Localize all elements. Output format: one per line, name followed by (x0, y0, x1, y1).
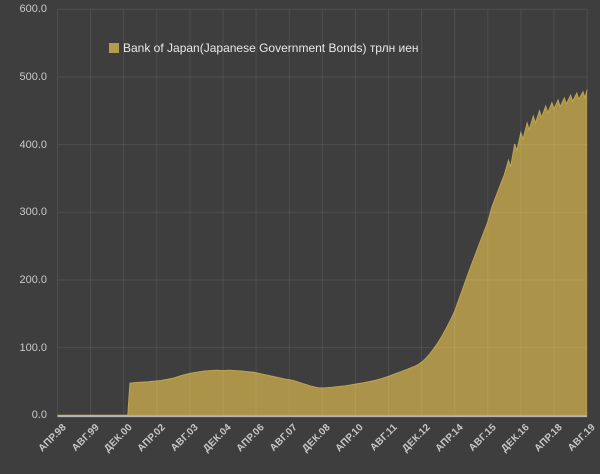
y-tick-label: 300.0 (19, 206, 47, 219)
y-tick-label: 0.0 (31, 409, 47, 422)
y-tick-label: 600.0 (19, 3, 47, 16)
legend-swatch-icon (109, 43, 119, 53)
boj-jgb-area-series (57, 89, 588, 416)
legend: Bank of Japan(Japanese Government Bonds)… (109, 41, 419, 55)
legend-label: Bank of Japan(Japanese Government Bonds)… (123, 41, 419, 55)
y-tick-label: 100.0 (19, 341, 47, 354)
y-tick-label: 200.0 (19, 273, 47, 286)
y-tick-label: 500.0 (19, 70, 47, 83)
area-top-edge (57, 89, 588, 416)
y-tick-label: 400.0 (19, 138, 47, 151)
